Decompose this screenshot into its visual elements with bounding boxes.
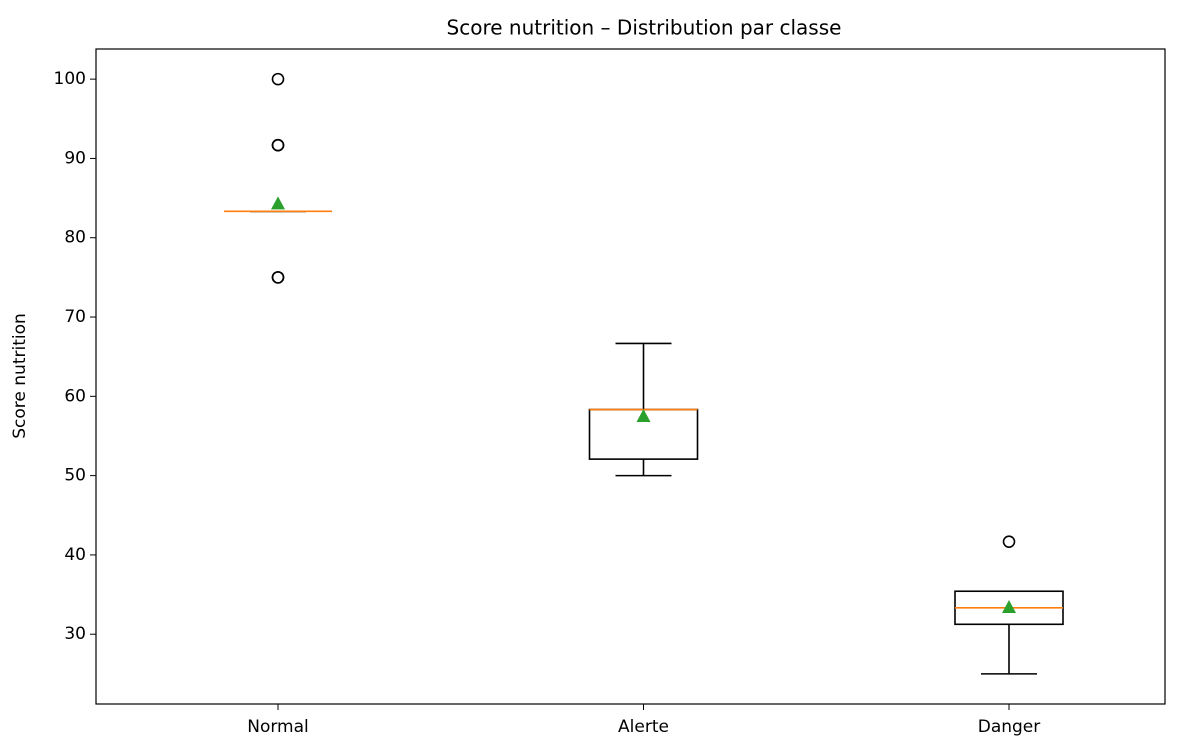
chart-title: Score nutrition – Distribution par class… — [447, 16, 842, 40]
x-tick-label: Alerte — [618, 717, 669, 737]
plot-frame — [95, 48, 1166, 705]
y-tick-label: 100 — [54, 69, 86, 89]
y-tick-label: 70 — [64, 307, 86, 327]
outlier — [1002, 535, 1016, 548]
mean-marker — [271, 196, 285, 210]
outlier — [271, 72, 285, 86]
mean-marker — [1002, 600, 1016, 614]
y-tick-label: 60 — [64, 386, 86, 406]
mean-marker — [636, 408, 651, 422]
y-axis-label: Score nutrition — [10, 313, 30, 439]
y-tick-label: 40 — [64, 545, 86, 565]
outlier — [271, 271, 285, 284]
x-tick-label: Normal — [247, 717, 309, 737]
y-tick-label: 30 — [64, 624, 86, 644]
x-tick-label: Danger — [978, 717, 1041, 737]
y-tick-label: 90 — [64, 148, 86, 168]
outlier — [271, 138, 285, 152]
y-tick-label: 80 — [64, 228, 86, 248]
y-tick-label: 50 — [64, 466, 86, 486]
